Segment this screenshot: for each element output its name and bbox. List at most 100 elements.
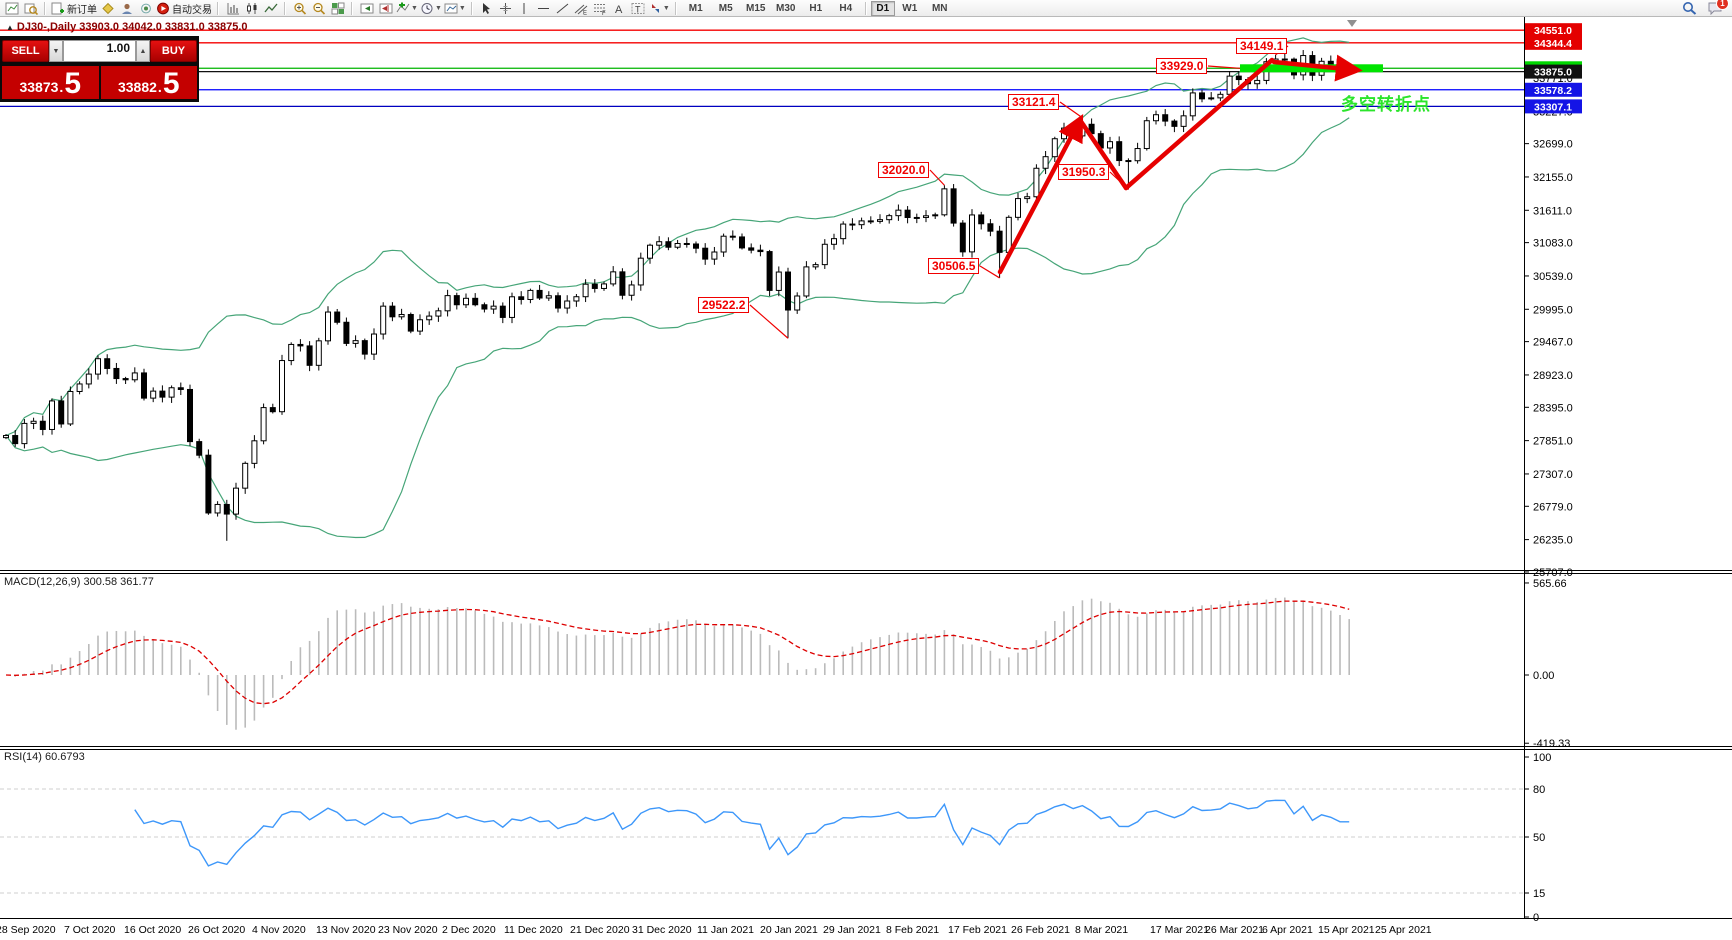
svg-text:31611.0: 31611.0 [1533, 205, 1572, 217]
buy-price-main: 33882 [117, 79, 157, 95]
svg-text:32155.0: 32155.0 [1533, 172, 1573, 184]
auto-trading-button[interactable]: 自动交易 [155, 1, 213, 16]
timeframe-mn[interactable]: MN [931, 2, 948, 14]
profiles-icon[interactable] [21, 1, 40, 16]
date-axis-label: 28 Sep 2020 [0, 924, 56, 936]
notification-badge: 1 [1716, 0, 1729, 10]
rsi-indicator-label: RSI(14) 60.6793 [4, 751, 85, 763]
cursor-icon[interactable] [477, 1, 496, 16]
date-axis-label: 16 Oct 2020 [124, 924, 181, 936]
price-annotation[interactable]: 33121.4 [1008, 94, 1060, 110]
sell-button[interactable]: SELL [2, 40, 49, 62]
highlight-band [1240, 64, 1383, 73]
volume-decrease-button[interactable]: ▼ [49, 40, 63, 62]
trend-arrow [1271, 54, 1363, 82]
new-chart-icon[interactable] [2, 1, 21, 16]
toolbar-separator [351, 1, 353, 15]
buy-button[interactable]: BUY [150, 40, 197, 62]
price-annotation[interactable]: 30506.5 [928, 258, 980, 274]
timeframe-m5[interactable]: M5 [718, 2, 733, 14]
annotation-leader-line [1059, 101, 1083, 119]
zoom-in-icon[interactable] [290, 1, 309, 16]
arrows-icon[interactable]: ▼ [648, 1, 671, 16]
text-icon[interactable]: A [610, 1, 629, 16]
periods-icon[interactable]: ▼ [419, 1, 443, 16]
svg-text:28395.0: 28395.0 [1533, 402, 1573, 414]
price-annotation[interactable]: 31950.3 [1058, 164, 1110, 180]
timeframe-m15[interactable]: M15 [746, 2, 766, 14]
date-axis-label: 23 Nov 2020 [378, 924, 438, 936]
new-order-label: 新订单 [67, 4, 97, 16]
toolbar-separator [217, 1, 219, 15]
price-annotation[interactable]: 33929.0 [1156, 58, 1208, 74]
fibonacci-icon[interactable]: F [591, 1, 610, 16]
svg-text:0.00: 0.00 [1533, 670, 1554, 682]
date-axis-label: 13 Nov 2020 [316, 924, 376, 936]
date-axis-label: 11 Jan 2021 [697, 924, 754, 936]
styles-icon[interactable] [98, 1, 117, 16]
auto-scroll-icon[interactable] [357, 1, 376, 16]
tile-windows-icon[interactable] [328, 1, 347, 16]
horizontal-line-icon[interactable] [534, 1, 553, 16]
date-axis-label: 17 Feb 2021 [948, 924, 1007, 936]
annotation-leader-line [1207, 65, 1241, 69]
line-chart-icon[interactable] [261, 1, 280, 16]
vertical-line-icon[interactable] [515, 1, 534, 16]
svg-text:29467.0: 29467.0 [1533, 337, 1573, 349]
timeframe-m30[interactable]: M30 [776, 2, 796, 14]
chat-icon[interactable]: 1 [1705, 0, 1729, 16]
timeframe-m1[interactable]: M1 [688, 2, 703, 14]
trendline-icon[interactable] [553, 1, 572, 16]
volume-input[interactable]: 1.00 [63, 40, 136, 62]
date-axis-label: 11 Dec 2020 [504, 924, 563, 936]
timeframe-w1[interactable]: W1 [902, 2, 918, 14]
new-order-button[interactable]: 新订单 [50, 1, 98, 16]
chevron-down-icon: ▼ [662, 4, 670, 12]
trend-arrow [1077, 117, 1129, 191]
webinar-icon[interactable] [136, 1, 155, 16]
template-icon[interactable]: ▼ [443, 1, 467, 16]
candlestick-icon[interactable] [242, 1, 261, 16]
volume-increase-button[interactable]: ▲ [136, 40, 150, 62]
price-annotation[interactable]: 32020.0 [878, 162, 930, 178]
timeframe-h4[interactable]: H4 [839, 2, 853, 14]
one-click-panel-toggle[interactable]: ▲ [6, 23, 14, 32]
timeframe-buttons: M1 M5 M15 M30 H1 H4 D1 W1 MN [681, 0, 955, 16]
svg-text:33875.0: 33875.0 [1534, 67, 1572, 79]
svg-text:0: 0 [1533, 912, 1539, 924]
price-level-badge [1525, 99, 1582, 114]
sell-price-dot: . [59, 79, 64, 95]
crosshair-icon[interactable] [496, 1, 515, 16]
text-label-icon[interactable]: T [629, 1, 648, 16]
svg-text:34551.0: 34551.0 [1534, 25, 1572, 37]
buy-price-big-digit: 5 [162, 67, 180, 100]
buy-price-display[interactable]: 33882. 5 [100, 66, 197, 100]
svg-text:34344.4: 34344.4 [1534, 38, 1572, 50]
timeframe-d1[interactable]: D1 [870, 0, 895, 16]
svg-text:31083.0: 31083.0 [1533, 238, 1573, 250]
timeframe-h1[interactable]: H1 [809, 2, 823, 14]
search-icon[interactable] [1680, 1, 1699, 16]
svg-text:26235.0: 26235.0 [1533, 535, 1573, 547]
trend-arrow [997, 114, 1084, 275]
svg-text:E: E [583, 10, 587, 15]
chart-shift-icon[interactable] [376, 1, 395, 16]
macd-indicator-label: MACD(12,26,9) 300.58 361.77 [4, 576, 154, 588]
price-annotation[interactable]: 34149.1 [1236, 38, 1288, 54]
equidistant-channel-icon[interactable]: E [572, 1, 591, 16]
indicators-icon[interactable]: ▼ [395, 1, 419, 16]
shift-marker-icon [1347, 20, 1357, 27]
bar-chart-icon[interactable] [223, 1, 242, 16]
trend-arrow [1123, 57, 1275, 191]
macd-layer [5, 597, 1350, 730]
date-axis-label: 26 Oct 2020 [188, 924, 245, 936]
zoom-out-icon[interactable] [309, 1, 328, 16]
date-axis-label: 4 Nov 2020 [252, 924, 306, 936]
date-axis-label: 20 Jan 2021 [760, 924, 818, 936]
sell-price-display[interactable]: 33873. 5 [2, 66, 99, 99]
avatar-icon[interactable] [117, 1, 136, 16]
chevron-down-icon: ▼ [458, 4, 466, 12]
one-click-trading-panel: SELL ▼ 1.00 ▲ BUY 33873. 5 33882. 5 [0, 36, 199, 102]
price-annotation[interactable]: 29522.2 [698, 297, 750, 313]
